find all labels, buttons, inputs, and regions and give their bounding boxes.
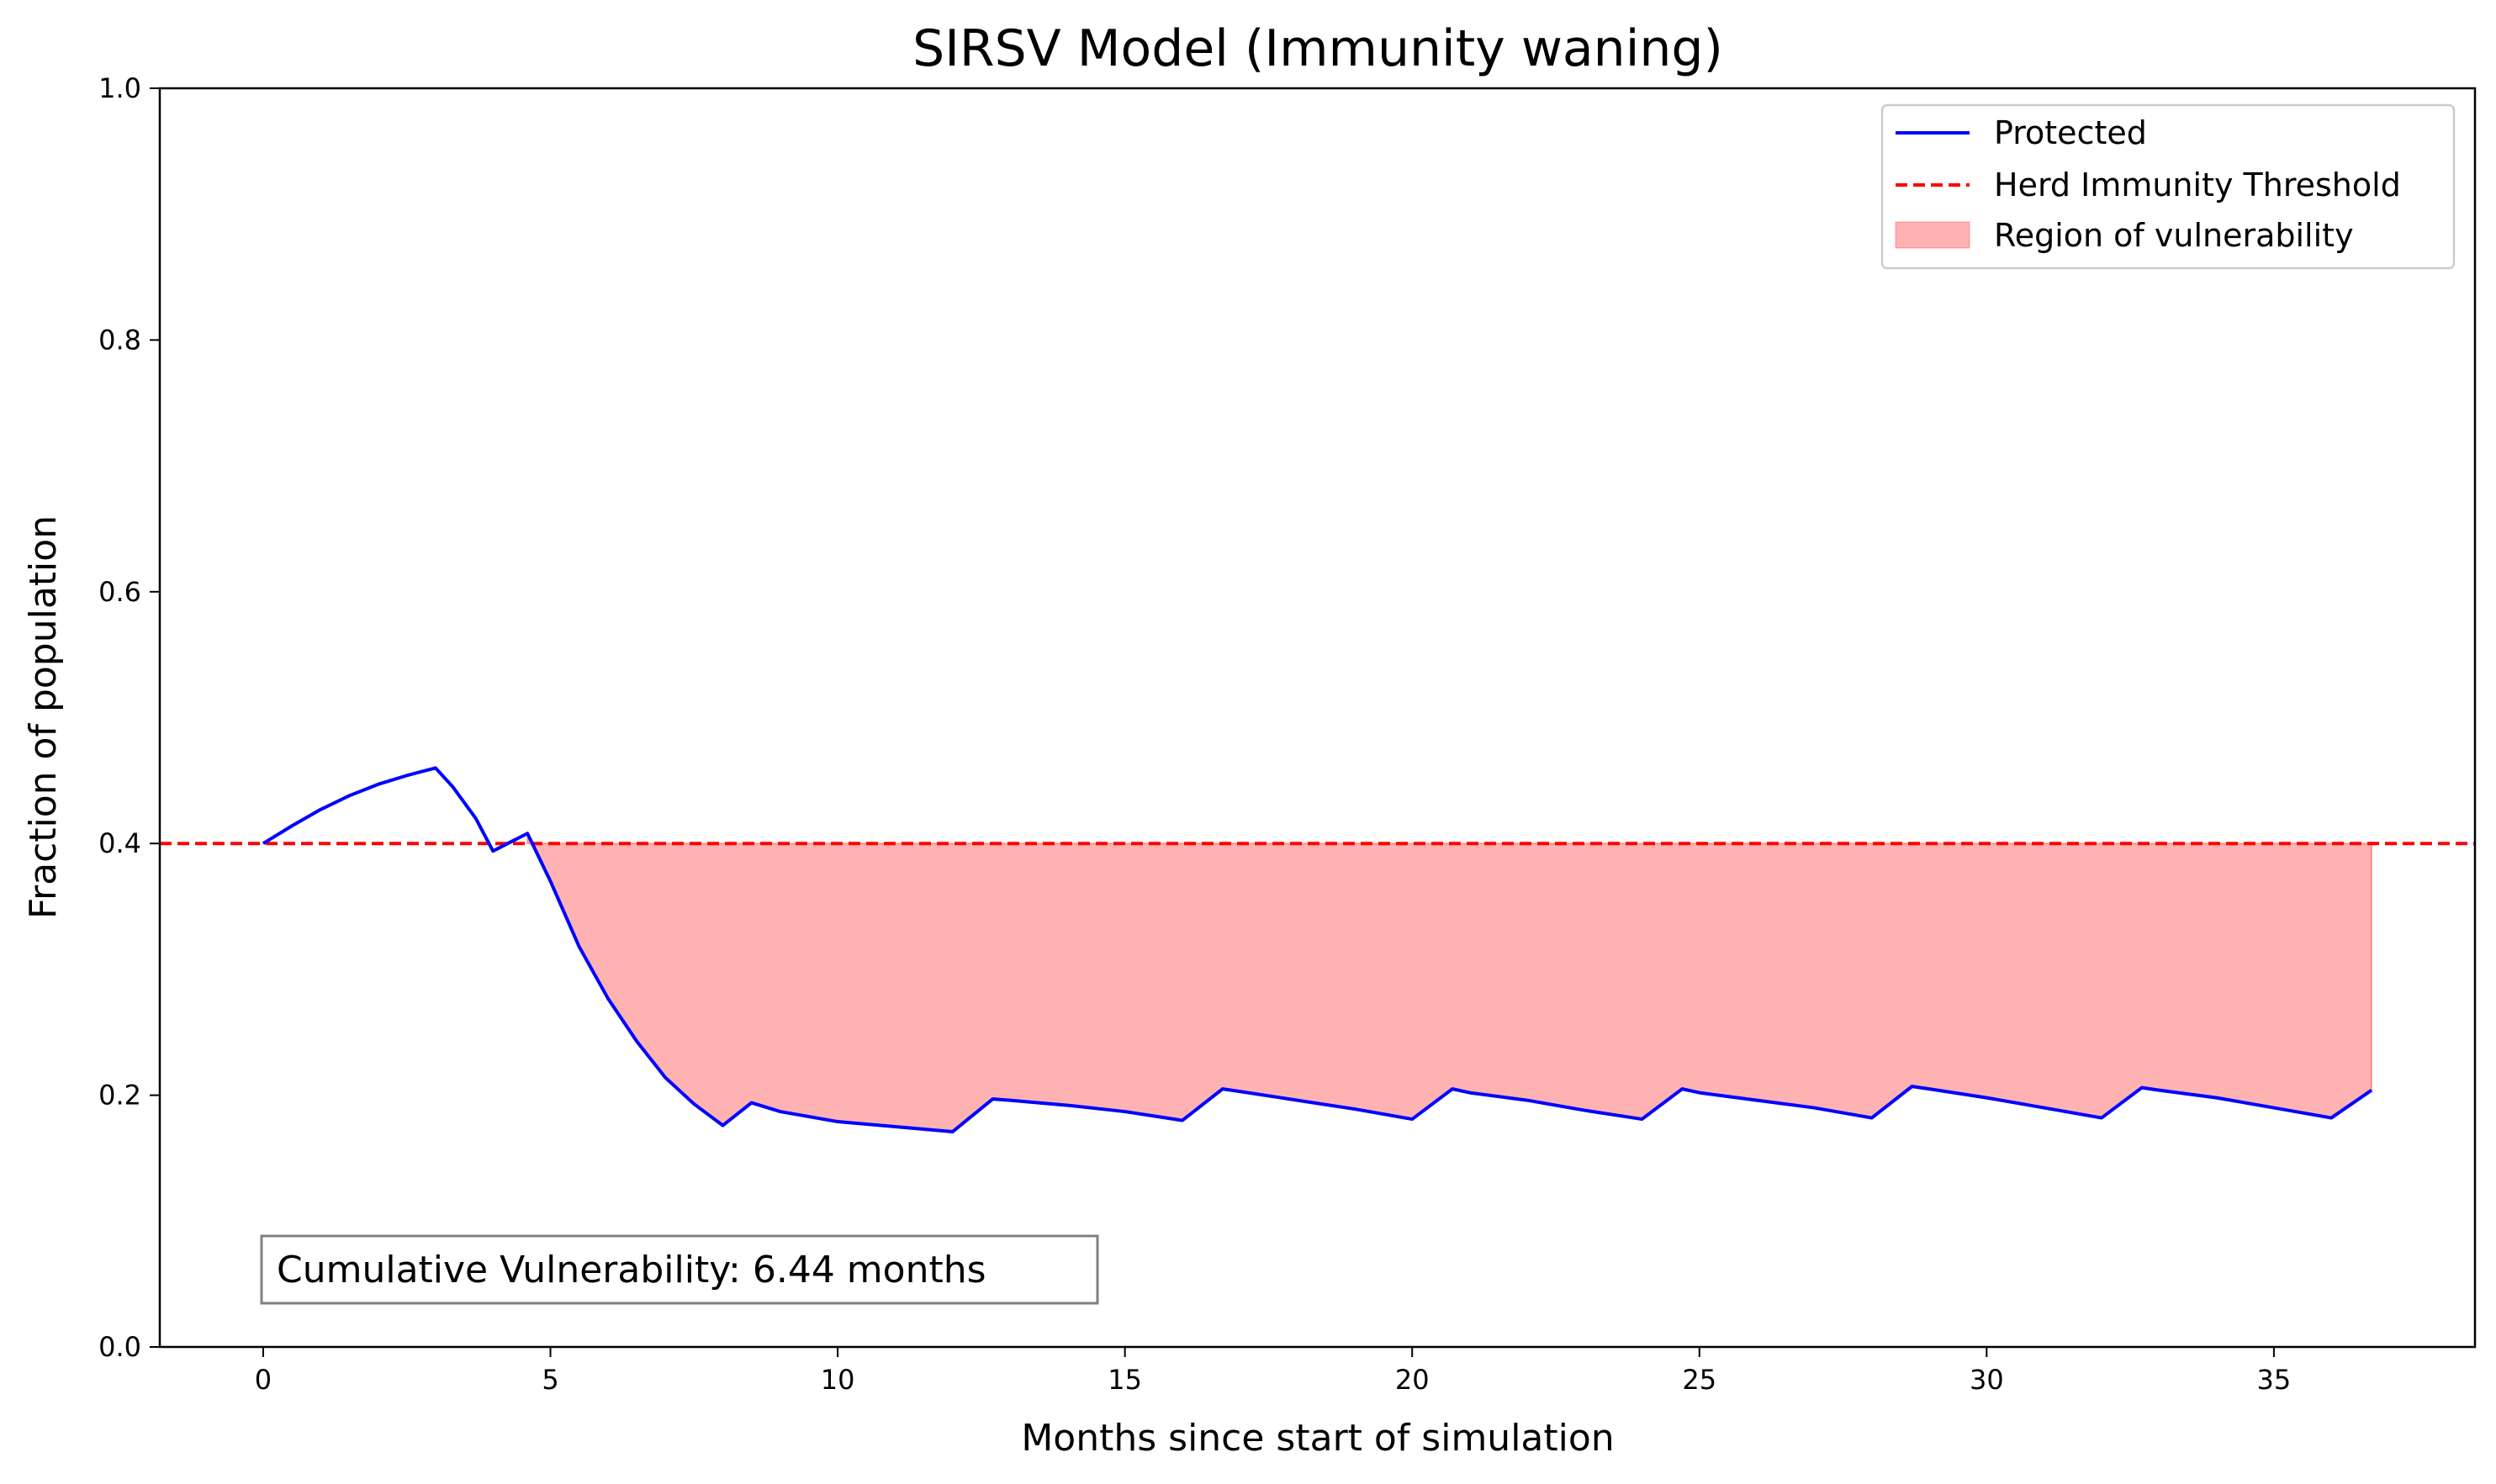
- vulnerability-region-layer: [526, 832, 2373, 1133]
- x-tick-label: 0: [255, 1364, 272, 1396]
- plot-frame: [158, 87, 2477, 1349]
- y-tick-label: 0.4: [98, 827, 141, 859]
- y-tick-label: 0.6: [98, 576, 141, 608]
- y-axis-label: Fraction of population: [22, 515, 65, 919]
- legend-region-label: Region of vulnerability: [1994, 217, 2354, 254]
- x-tick-label: 20: [1395, 1364, 1430, 1396]
- annotation-box: [260, 1234, 1099, 1305]
- legend-threshold-label: Herd Immunity Threshold: [1994, 166, 2401, 203]
- y-tick-label: 0.8: [98, 324, 141, 356]
- y-axis-ticks: 0.0 0.2 0.4 0.6 0.8 1.0: [98, 72, 160, 1363]
- y-tick-label: 0.2: [98, 1080, 141, 1112]
- x-tick-label: 15: [1108, 1364, 1142, 1396]
- legend: Protected Herd Immunity Threshold Region…: [1880, 103, 2456, 270]
- legend-protected-label: Protected: [1994, 114, 2147, 151]
- legend-box: [1880, 103, 2456, 270]
- protected-line-layer: [262, 766, 2373, 1134]
- annotation: Cumulative Vulnerability: 6.44 months: [260, 1234, 1099, 1305]
- vulnerability-region: [526, 832, 2373, 1133]
- annotation-text: Cumulative Vulnerability: 6.44 months: [277, 1249, 986, 1291]
- x-axis-label: Months since start of simulation: [1021, 1417, 1614, 1460]
- legend-region-swatch: [1895, 221, 1970, 249]
- chart-title: SIRSV Model (Immunity waning): [912, 19, 1723, 78]
- y-tick-label: 1.0: [98, 72, 141, 104]
- y-tick-label: 0.0: [98, 1331, 141, 1363]
- x-tick-label: 10: [821, 1364, 855, 1396]
- x-tick-label: 25: [1682, 1364, 1716, 1396]
- x-tick-label: 5: [542, 1364, 558, 1396]
- protected-line: [262, 766, 2373, 1134]
- x-tick-label: 35: [2257, 1364, 2292, 1396]
- x-tick-label: 30: [1970, 1364, 2004, 1396]
- x-axis-ticks: 0 5 10 15 20 25 30 35: [255, 1347, 2291, 1396]
